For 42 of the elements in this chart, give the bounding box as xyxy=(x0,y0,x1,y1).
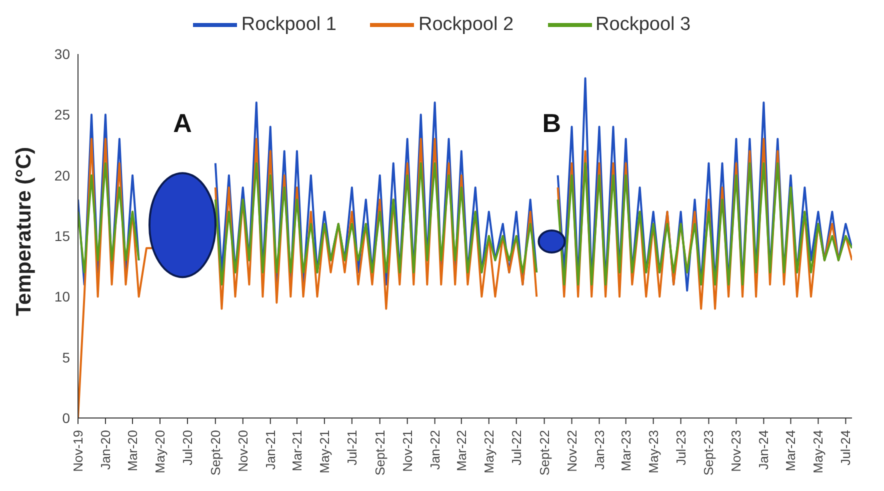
x-tick-label: May-21 xyxy=(316,430,332,474)
x-tick-label: Nov-19 xyxy=(70,430,86,472)
y-tick-label: 30 xyxy=(54,46,70,62)
x-tick-label: Sept-20 xyxy=(208,430,223,476)
x-tick-label: Mar-23 xyxy=(618,430,634,472)
y-tick-label: 15 xyxy=(54,228,70,244)
x-tick-label: Nov-22 xyxy=(564,430,580,472)
y-tick-label: 0 xyxy=(62,410,70,426)
x-tick-label: May-22 xyxy=(481,430,496,474)
x-tick-label: Sept-21 xyxy=(372,430,388,476)
annotation: B xyxy=(542,108,562,138)
x-tick-label: Jan-20 xyxy=(98,430,113,470)
x-tick-label: Jan-24 xyxy=(756,430,772,470)
x-tick-label: Nov-23 xyxy=(728,430,744,472)
x-tick-label: Sept-23 xyxy=(701,430,716,476)
x-tick-label: Jul-23 xyxy=(673,430,688,466)
x-tick-label: Sept-22 xyxy=(536,430,552,476)
x-tick-label: May-24 xyxy=(810,430,826,474)
x-tick-label: Jul-22 xyxy=(508,430,524,466)
x-tick-label: Jul-20 xyxy=(180,430,195,466)
x-tick-label: Jul-24 xyxy=(838,430,854,466)
x-tick-label: Jan-22 xyxy=(427,430,442,470)
x-tick-label: May-23 xyxy=(646,430,661,474)
x-tick-label: Nov-21 xyxy=(400,430,415,472)
annotation: A xyxy=(173,108,192,138)
x-tick-label: May-20 xyxy=(152,430,168,474)
legend-label: Rockpool 1 xyxy=(241,14,336,36)
x-tick-label: Jan-23 xyxy=(592,430,607,470)
y-tick-label: 25 xyxy=(54,106,70,123)
x-tick-label: Mar-21 xyxy=(289,430,304,472)
y-axis-title: Temperature (°C) xyxy=(12,146,36,316)
x-tick-label: Mar-22 xyxy=(454,430,469,472)
x-tick-label: Jan-21 xyxy=(262,430,278,470)
legend-label: Rockpool 3 xyxy=(596,14,691,36)
x-tick-label: Nov-20 xyxy=(235,430,250,472)
y-tick-label: 10 xyxy=(54,288,70,305)
x-tick-label: Jul-21 xyxy=(344,430,360,466)
legend-label: Rockpool 2 xyxy=(418,14,514,36)
y-tick-label: 5 xyxy=(62,349,70,366)
x-tick-label: Mar-24 xyxy=(783,430,798,472)
y-tick-label: 20 xyxy=(54,167,70,184)
x-tick-label: Mar-20 xyxy=(125,430,140,472)
